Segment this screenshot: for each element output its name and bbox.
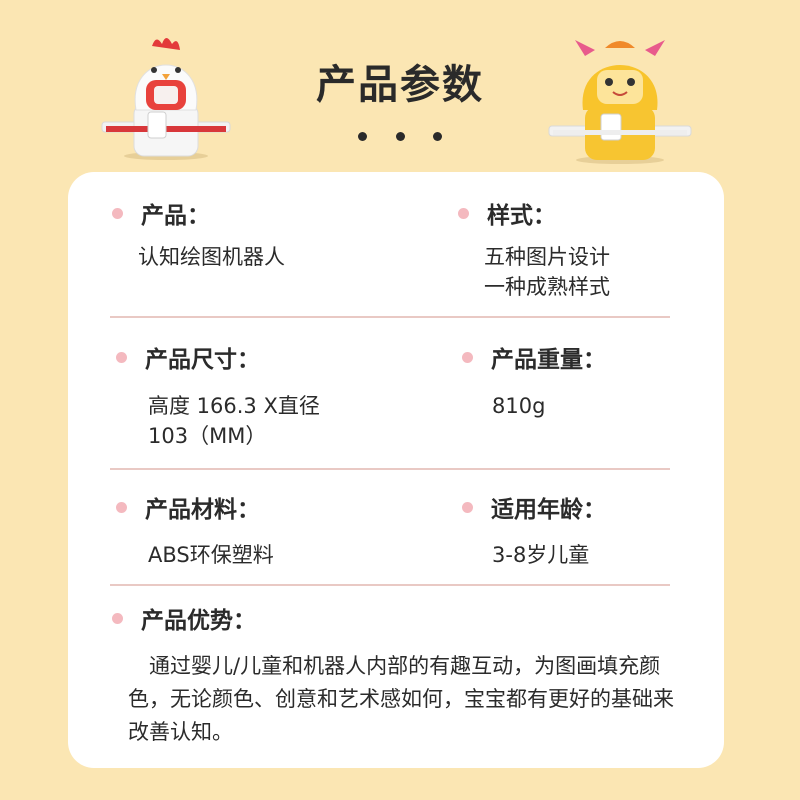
material-label: 产品材料： — [116, 490, 260, 524]
divider — [110, 584, 670, 586]
product-label: 产品： — [112, 196, 210, 230]
style-label: 样式： — [458, 196, 556, 230]
product-value: 认知绘图机器人 — [138, 245, 285, 269]
dragon-robot-image — [548, 40, 692, 164]
chicken-robot-image — [101, 38, 231, 160]
divider — [110, 316, 670, 318]
age-label: 适用年龄： — [462, 490, 606, 524]
weight-label: 产品重量： — [462, 340, 606, 374]
bullet-icon — [462, 501, 473, 513]
bullet-icon — [116, 501, 127, 513]
bullet-icon — [112, 612, 123, 624]
ellipsis-decoration — [352, 132, 448, 142]
advantage-value: 通过婴儿/儿童和机器人内部的有趣互动，为图画填充颜色，无论颜色、创意和艺术感如何… — [128, 654, 674, 744]
size-label: 产品尺寸： — [116, 340, 260, 374]
weight-value: 810g — [492, 394, 546, 418]
advantage-label: 产品优势： — [112, 601, 256, 635]
age-value: 3-8岁儿童 — [492, 543, 590, 567]
bullet-icon — [116, 351, 127, 363]
size-value: 高度 166.3 X直径 103（MM） — [148, 394, 320, 448]
spec-card — [68, 172, 724, 768]
bullet-icon — [458, 207, 469, 219]
style-value: 五种图片设计 一种成熟样式 — [484, 245, 610, 299]
bullet-icon — [462, 351, 473, 363]
material-value: ABS环保塑料 — [148, 543, 274, 567]
bullet-icon — [112, 207, 123, 219]
page-title: 产品参数 — [316, 62, 484, 108]
divider — [110, 468, 670, 470]
